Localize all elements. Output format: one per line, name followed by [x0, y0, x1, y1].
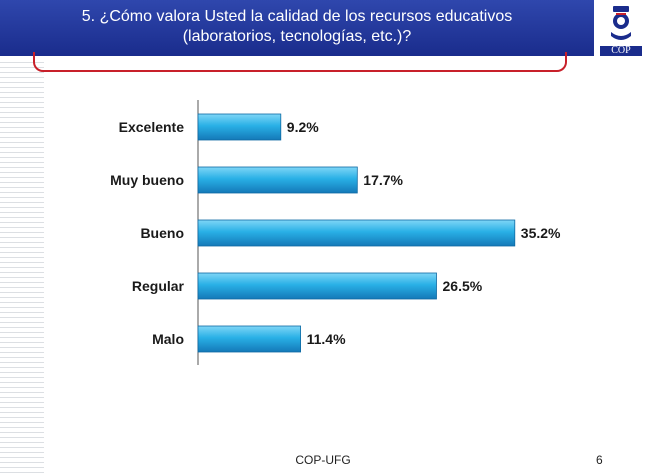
bar: [197, 272, 437, 300]
bar: [197, 325, 301, 353]
value-label: 11.4%: [307, 331, 346, 347]
slide-header: 5. ¿Cómo valora Usted la calidad de los …: [0, 0, 594, 56]
university-crest-icon: [611, 6, 631, 40]
page-number: 6: [596, 453, 603, 467]
category-label: Excelente: [119, 119, 185, 135]
left-margin-lines: [0, 58, 44, 475]
bar: [197, 166, 358, 194]
logo-text: COP: [600, 46, 642, 56]
value-label: 17.7%: [363, 172, 403, 188]
value-label: 35.2%: [521, 225, 561, 241]
slide-title-line-1: 5. ¿Cómo valora Usted la calidad de los …: [81, 8, 513, 25]
slide-title-line-2: (laboratorios, tecnologías, etc.)?: [182, 28, 412, 45]
category-label: Bueno: [140, 225, 184, 241]
footer-text: COP-UFG: [295, 453, 351, 467]
category-label: Malo: [152, 331, 184, 347]
title-bracket: [33, 52, 567, 72]
bar: [197, 219, 516, 247]
slide-title: 5. ¿Cómo valora Usted la calidad de los …: [0, 7, 594, 47]
category-label: Muy bueno: [110, 172, 184, 188]
category-label: Regular: [132, 278, 185, 294]
value-label: 9.2%: [287, 119, 319, 135]
value-label: 26.5%: [443, 278, 483, 294]
bar: [197, 113, 282, 141]
